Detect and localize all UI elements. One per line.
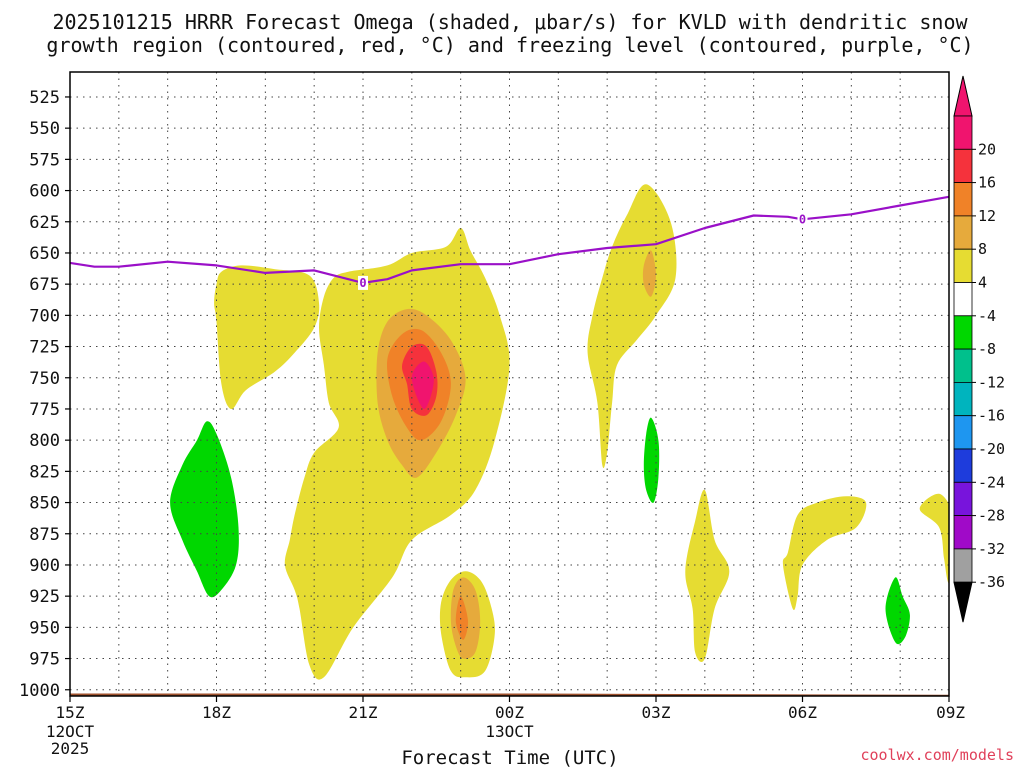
y-tick-label-750: 750 — [29, 369, 60, 389]
x-axis-title: Forecast Time (UTC) — [401, 747, 618, 768]
y-tick-label-875: 875 — [29, 525, 60, 545]
y-tick-label-675: 675 — [29, 275, 60, 295]
x-tick-label-15Z: 15Z — [56, 703, 85, 722]
colorbar-bottom-extend — [953, 581, 973, 623]
x-tick-sublabel: 13OCT — [485, 722, 534, 741]
freezing-level-label: 0 — [799, 212, 806, 226]
credit-text: coolwx.com/models — [860, 746, 1014, 764]
omega-region-green-02z — [643, 417, 660, 503]
colorbar-swatch — [953, 515, 973, 550]
x-tick-label-18Z: 18Z — [202, 703, 231, 722]
omega-shading-layer — [70, 184, 949, 696]
colorbar-label--8: -8 — [978, 340, 996, 358]
colorbar-label-16: 16 — [978, 174, 996, 192]
y-tick-label-650: 650 — [29, 244, 60, 264]
colorbar-swatch — [953, 248, 973, 283]
omega-region-green-17z — [170, 421, 239, 598]
colorbar-swatch — [953, 481, 973, 516]
y-tick-label-800: 800 — [29, 431, 60, 451]
y-tick-label-575: 575 — [29, 150, 60, 170]
x-tick-label-09Z: 09Z — [936, 703, 965, 722]
colorbar-label-8: 8 — [978, 240, 987, 258]
y-tick-label-700: 700 — [29, 306, 60, 326]
colorbar-swatch — [953, 415, 973, 450]
colorbar-label--24: -24 — [978, 473, 1005, 491]
y-tick-label-825: 825 — [29, 462, 60, 482]
omega-region-yellow-08z — [919, 493, 949, 584]
colorbar-swatch — [953, 448, 973, 483]
x-tick-label-03Z: 03Z — [642, 703, 671, 722]
x-tick-label-21Z: 21Z — [349, 703, 378, 722]
y-tick-label-775: 775 — [29, 400, 60, 420]
grid-layer — [70, 72, 949, 696]
omega-region-yellow-03z-low — [685, 489, 730, 663]
y-axis-ticks: 525 550 575 600 625 650 675 700 725 750 775 800 825 8… — [19, 88, 70, 701]
freezing-level-label-bg — [797, 212, 808, 227]
freezing-level-layer: 00 — [70, 195, 949, 290]
y-tick-label-600: 600 — [29, 182, 60, 202]
colorbar-swatch — [953, 348, 973, 383]
colorbar-label-12: 12 — [978, 207, 996, 225]
omega-region-orange-03z-small — [642, 250, 656, 297]
x-tick-sublabel: 12OCT — [46, 722, 95, 741]
x-tick-label-00Z: 00Z — [495, 703, 524, 722]
freezing-level-line — [70, 195, 949, 284]
y-tick-label-550: 550 — [29, 119, 60, 139]
x-tick-sublabel: 2025 — [51, 739, 90, 758]
omega-region-magenta — [411, 361, 434, 410]
y-tick-label-625: 625 — [29, 213, 60, 233]
chart-title-line-1: 2025101215 HRRR Forecast Omega (shaded, … — [52, 10, 968, 34]
y-tick-label-925: 925 — [29, 587, 60, 607]
y-tick-label-900: 900 — [29, 556, 60, 576]
chart-title-line-2: growth region (contoured, red, °C) and f… — [46, 33, 973, 57]
colorbar: 20 16 12 8 4 -4 -8 -12 -16 -20 -24 -28 -32 -36 — [953, 75, 1005, 623]
colorbar-label-4: 4 — [978, 274, 987, 292]
colorbar-swatch — [953, 215, 973, 250]
colorbar-swatch — [953, 182, 973, 217]
colorbar-label--32: -32 — [978, 540, 1005, 558]
colorbar-label--4: -4 — [978, 307, 996, 325]
colorbar-label--20: -20 — [978, 440, 1005, 458]
colorbar-swatch — [953, 548, 973, 583]
colorbar-swatch — [953, 315, 973, 350]
freezing-level-label: 0 — [359, 276, 366, 290]
y-tick-label-1000: 1000 — [19, 681, 60, 701]
colorbar-swatch — [953, 148, 973, 184]
colorbar-label--36: -36 — [978, 573, 1005, 591]
y-tick-label-850: 850 — [29, 494, 60, 514]
omega-region-yellow-05z — [782, 496, 867, 611]
omega-region-red-center-low — [455, 596, 469, 640]
colorbar-label--12: -12 — [978, 373, 1005, 391]
colorbar-swatch — [953, 115, 973, 150]
y-tick-label-525: 525 — [29, 88, 60, 108]
colorbar-label--28: -28 — [978, 507, 1005, 525]
x-tick-label-06Z: 06Z — [788, 703, 817, 722]
colorbar-label--16: -16 — [978, 407, 1005, 425]
y-tick-label-725: 725 — [29, 338, 60, 358]
omega-region-yellow-03z-column — [587, 184, 677, 469]
colorbar-swatch — [953, 381, 973, 417]
colorbar-swatch — [953, 282, 973, 317]
y-tick-label-975: 975 — [29, 650, 60, 670]
omega-region-yellow-left-lobe — [214, 265, 320, 410]
colorbar-label-20: 20 — [978, 140, 996, 158]
omega-region-green-07z — [885, 577, 910, 645]
freezing-level-label-bg — [358, 275, 368, 290]
y-tick-label-950: 950 — [29, 618, 60, 638]
